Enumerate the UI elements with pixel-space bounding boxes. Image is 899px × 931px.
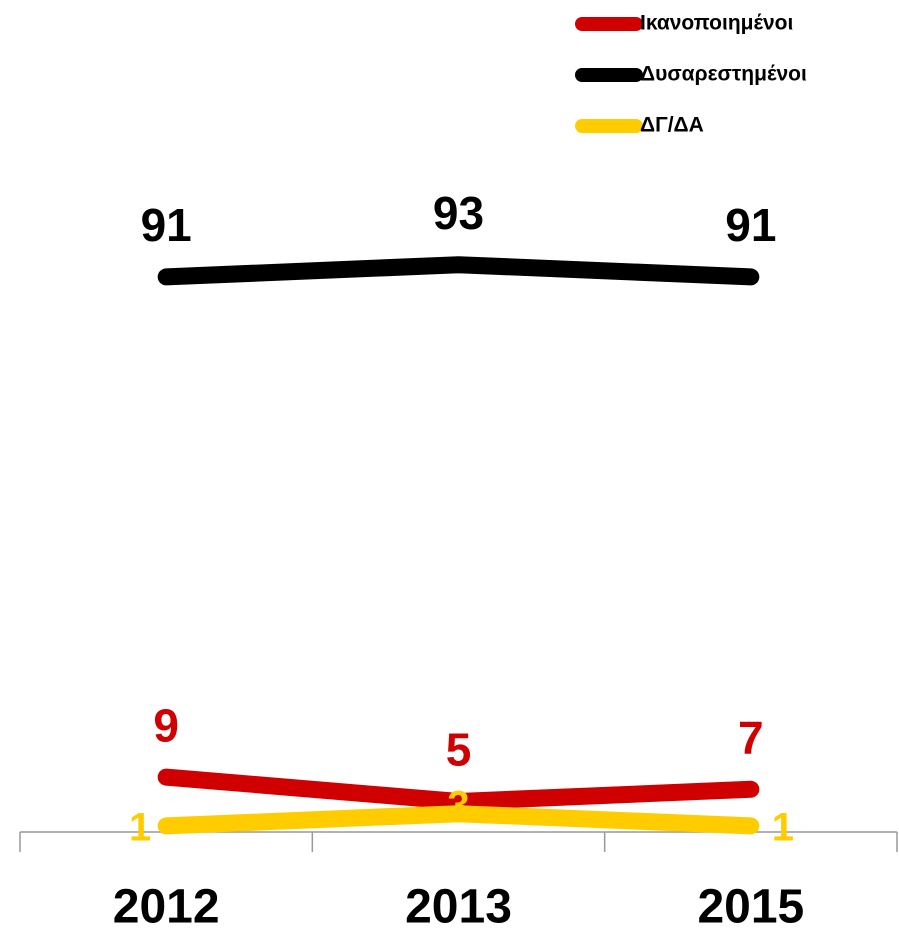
data-label: 93 <box>433 187 484 239</box>
series-line <box>157 768 760 810</box>
data-label: 91 <box>725 199 776 251</box>
data-label: 1 <box>772 805 794 849</box>
x-tick-label: 2012 <box>113 881 220 931</box>
x-tick-label: 2015 <box>697 881 804 931</box>
data-label: 3 <box>447 783 469 827</box>
legend-label: ΔΓ/ΔΑ <box>640 114 704 137</box>
series-line <box>157 256 760 286</box>
x-tick-label: 2013 <box>405 881 512 931</box>
data-label: 1 <box>129 805 151 849</box>
series-line <box>157 805 760 835</box>
legend-label: Ικανοποιημένοι <box>640 12 793 35</box>
data-label: 9 <box>153 699 179 751</box>
data-label: 91 <box>141 199 192 251</box>
data-label: 7 <box>738 711 764 763</box>
legend-label: Δυσαρεστημένοι <box>640 63 807 86</box>
data-label: 5 <box>446 724 472 776</box>
